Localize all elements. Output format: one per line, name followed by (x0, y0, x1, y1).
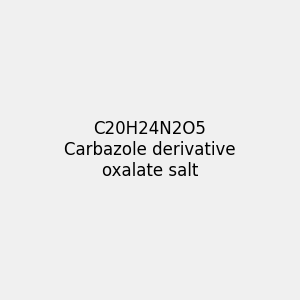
Text: C20H24N2O5
Carbazole derivative
oxalate salt: C20H24N2O5 Carbazole derivative oxalate … (64, 120, 236, 180)
